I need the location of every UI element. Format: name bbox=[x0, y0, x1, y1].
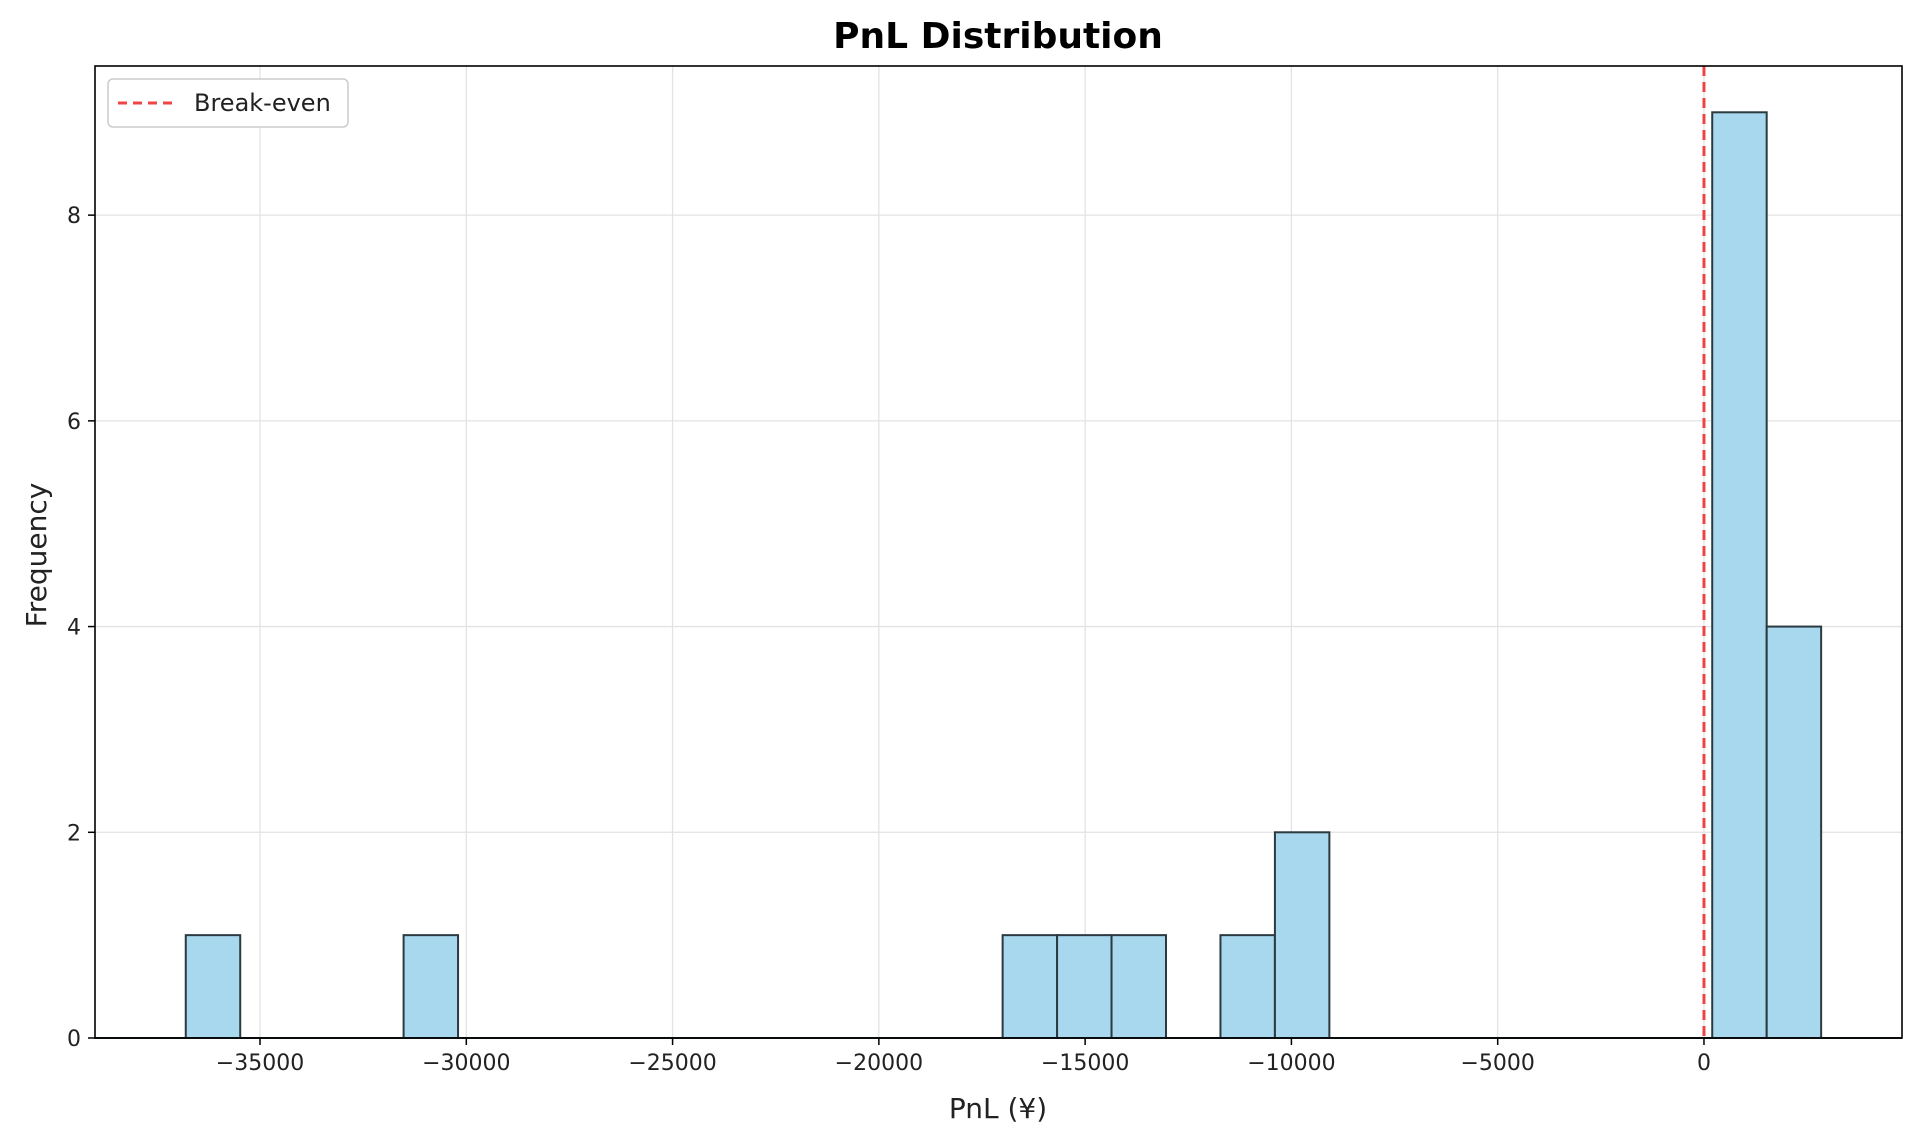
histogram-bar bbox=[1765, 625, 1823, 1039]
histogram-bar bbox=[1711, 111, 1768, 1040]
x-tick-label: −5000 bbox=[1460, 1051, 1534, 1076]
bars bbox=[95, 111, 1902, 1040]
y-tick-label: 2 bbox=[67, 821, 81, 846]
x-axis-label: PnL (¥) bbox=[949, 1092, 1047, 1125]
x-ticks: −35000 −30000 −25000 −20000 −15000 −10000 −500… bbox=[216, 1038, 1711, 1076]
x-tick-label: −10000 bbox=[1247, 1051, 1335, 1076]
histogram-bar bbox=[1273, 831, 1331, 1039]
y-ticks: 0 2 4 6 8 bbox=[67, 204, 95, 1052]
y-tick-label: 4 bbox=[67, 616, 81, 641]
histogram-bar bbox=[184, 934, 242, 1040]
x-tick-label: −30000 bbox=[422, 1051, 510, 1076]
plot-frame bbox=[94, 65, 1903, 1039]
legend-box bbox=[107, 78, 349, 128]
x-tick-label: −15000 bbox=[1041, 1051, 1129, 1076]
y-axis-label: Frequency bbox=[20, 483, 53, 628]
y-tick-label: 6 bbox=[67, 410, 81, 435]
histogram-bar bbox=[1110, 934, 1167, 1040]
chart-title: PnL Distribution bbox=[833, 16, 1163, 57]
y-tick-label: 0 bbox=[67, 1027, 81, 1052]
legend-label-break-even: Break-even bbox=[194, 89, 331, 117]
x-tick-label: −25000 bbox=[628, 1051, 716, 1076]
legend: Break-even bbox=[107, 78, 349, 128]
histogram-bar bbox=[1056, 934, 1113, 1040]
x-tick-label: 0 bbox=[1697, 1051, 1711, 1076]
x-tick-label: −35000 bbox=[216, 1051, 304, 1076]
x-tick-label: −20000 bbox=[835, 1051, 923, 1076]
histogram-bar bbox=[1219, 934, 1276, 1040]
histogram-bar bbox=[1001, 934, 1059, 1040]
histogram-bar bbox=[402, 934, 460, 1040]
y-tick-label: 8 bbox=[67, 204, 81, 229]
